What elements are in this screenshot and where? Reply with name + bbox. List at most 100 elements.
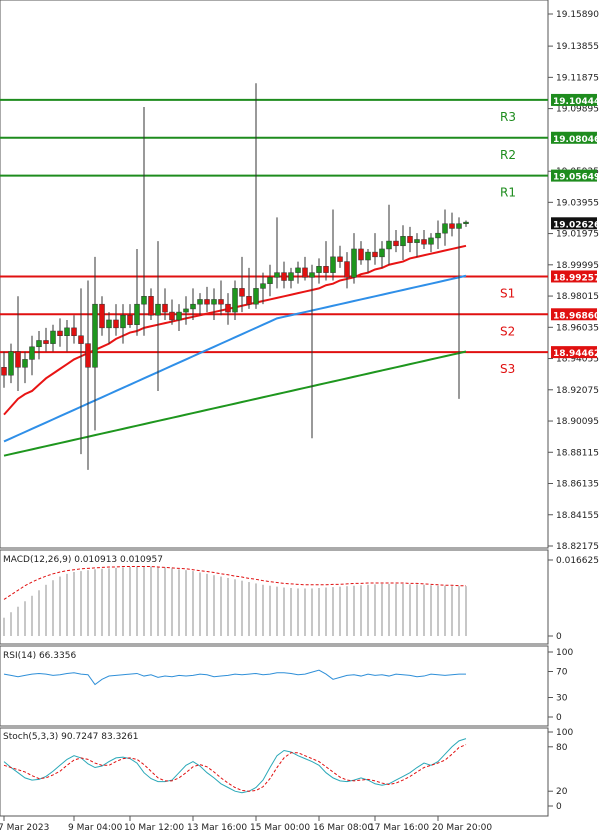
macd-tick-label: 0 [556, 632, 562, 642]
level-tag-label: 18.96860 [553, 311, 600, 321]
candle-body [204, 299, 210, 305]
candle-body [351, 248, 357, 278]
level-name-r1: R1 [500, 186, 516, 200]
candle-body [246, 296, 252, 305]
candle-body [22, 359, 28, 368]
macd-panel-frame [0, 549, 549, 645]
candle-body [288, 272, 294, 281]
level-tag-bg [551, 308, 597, 321]
price-panel-frame [0, 0, 549, 549]
candle-body [57, 330, 63, 336]
time-tick-label: 16 Mar 08:00 [313, 823, 373, 833]
time-tick-label: 17 Mar 16:00 [369, 823, 429, 833]
candle-body [50, 330, 56, 344]
rsi-tick-label: 70 [556, 668, 568, 678]
candle-body [400, 236, 406, 247]
time-tick-label: 15 Mar 00:00 [250, 823, 310, 833]
candle-body [421, 239, 427, 245]
price-tick-label: 18.92075 [556, 386, 599, 396]
candle-body [211, 299, 217, 305]
time-tick-label: 7 Mar 2023 [0, 823, 49, 833]
candle-body [372, 251, 378, 258]
candle-body [358, 248, 364, 261]
level-name-s2: S2 [500, 324, 515, 338]
candle-body [64, 327, 70, 336]
stoch-panel: 100 80 20 0 [3, 728, 573, 812]
price-tick-label: 19.11875 [556, 73, 599, 83]
time-tick-label: 13 Mar 16:00 [187, 823, 247, 833]
candle-body [330, 256, 336, 273]
time-tick-label: 9 Mar 04:00 [68, 823, 123, 833]
price-tick-label: 19.01975 [556, 230, 599, 240]
candle-body [267, 277, 273, 284]
price-tick-label: 18.82175 [556, 542, 599, 552]
candle-body [134, 303, 140, 325]
candle-body [197, 299, 203, 305]
candle-body [260, 283, 266, 289]
price-tick-label: 18.84155 [556, 511, 599, 521]
rsi-label: RSI(14) 66.3356 [3, 651, 76, 661]
stoch-tick-label: 100 [556, 728, 573, 738]
price-tick-label: 19.13855 [556, 42, 599, 52]
candle-body [85, 343, 91, 368]
candle-body [183, 308, 189, 313]
candle-body [155, 303, 161, 316]
current-price-tag-bg [551, 217, 597, 230]
candle-body [218, 299, 224, 305]
rsi-tick-label: 30 [556, 694, 568, 704]
current-price-label: 19.02626 [553, 220, 600, 230]
candle-body [295, 267, 301, 273]
candle-body [414, 239, 420, 243]
candle-body [43, 340, 49, 344]
candle-body [169, 311, 175, 321]
stoch-tick-label: 0 [556, 802, 562, 812]
candle-body [316, 266, 322, 273]
price-tick-label: 18.86135 [556, 480, 599, 490]
price-tick-label: 18.96035 [556, 323, 599, 333]
candle-body [15, 351, 21, 368]
candle-body [120, 314, 126, 329]
candle-body [36, 340, 42, 348]
price-tick-label: 18.88115 [556, 448, 599, 458]
candle-body [1, 367, 7, 376]
candle-body [386, 240, 392, 250]
candle-body [435, 232, 441, 239]
level-tag-bg [551, 270, 597, 283]
stoch-tick-label: 20 [556, 787, 568, 797]
level-tag-label: 18.99257 [553, 273, 600, 283]
candle-body [176, 311, 182, 321]
candle-body [442, 223, 448, 234]
candle-body [463, 221, 469, 224]
candle-body [365, 251, 371, 261]
candle-body [337, 256, 343, 262]
candle-body [456, 223, 462, 229]
candle-body [393, 240, 399, 247]
level-name-r2: R2 [500, 148, 516, 162]
price-tick-label: 18.90095 [556, 417, 599, 427]
candle-body [78, 335, 84, 344]
candle-body [162, 303, 168, 313]
level-name-r3: R3 [500, 110, 516, 124]
candle-body [232, 288, 238, 313]
candle-body [274, 272, 280, 278]
rsi-panel-frame [0, 645, 549, 727]
candle-body [281, 272, 287, 281]
candle-body [106, 319, 112, 329]
macd-panel: 0.016625 0 [3, 556, 599, 642]
candle-body [148, 296, 154, 316]
candle-body [407, 236, 413, 243]
stoch-label: Stoch(5,3,3) 90.7247 83.3261 [3, 732, 138, 742]
candle-body [71, 327, 77, 336]
level-tag-label: 18.94462 [553, 349, 600, 359]
level-tag-bg [551, 93, 597, 106]
level-name-s3: S3 [500, 362, 515, 376]
candle-body [190, 303, 196, 310]
stoch-tick-label: 80 [556, 743, 568, 753]
candle-body [323, 266, 329, 273]
price-tick-label: 18.98015 [556, 292, 599, 302]
price-tick-label: 19.15890 [556, 10, 599, 20]
candle-body [127, 314, 133, 325]
level-tag-label: 19.05649 [553, 173, 600, 183]
